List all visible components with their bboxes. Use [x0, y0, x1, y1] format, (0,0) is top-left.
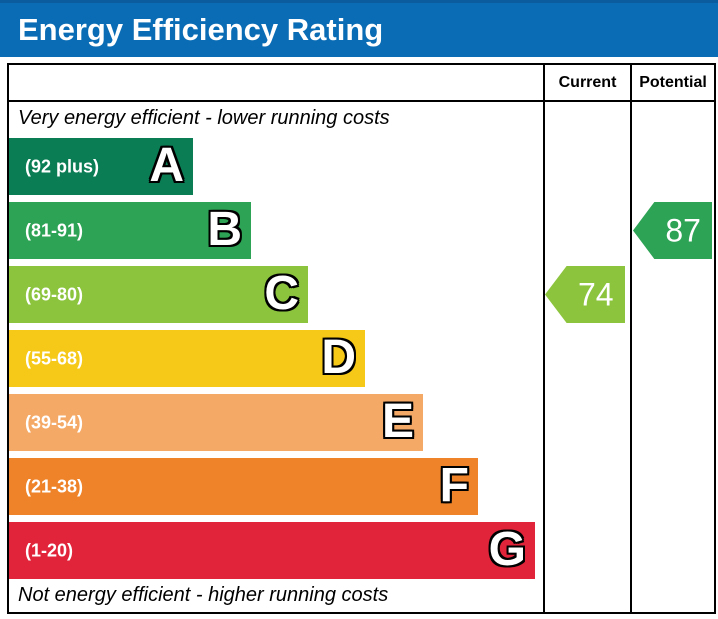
band-C-row: (69-80) C: [9, 266, 308, 323]
band-B-letter: B: [207, 202, 242, 256]
top-caption: Very energy efficient - lower running co…: [18, 107, 390, 129]
title-bar: Energy Efficiency Rating: [0, 0, 718, 57]
page-title: Energy Efficiency Rating: [18, 12, 384, 47]
column-header-potential: Potential: [639, 74, 707, 91]
current-column-divider: [543, 65, 545, 612]
potential-column-divider: [630, 65, 632, 612]
current-rating-arrow: 74: [545, 266, 625, 323]
band-E-row: (39-54) E: [9, 394, 423, 451]
header-divider: [9, 100, 714, 102]
band-A-range-label: (92 plus): [25, 156, 100, 176]
band-G-letter: G: [488, 522, 526, 576]
band-G-range-label: (1-20): [25, 540, 74, 560]
band-A-letter: A: [149, 138, 184, 192]
column-header-current: Current: [558, 74, 617, 91]
bottom-caption: Not energy efficient - higher running co…: [18, 584, 389, 606]
band-C-range-label: (69-80): [25, 284, 84, 304]
band-A-row: (92 plus) A: [9, 138, 193, 195]
band-E-letter: E: [381, 394, 414, 448]
band-E-range-label: (39-54): [25, 412, 84, 432]
potential-rating-arrow: 87: [633, 202, 712, 259]
band-B-row: (81-91) B: [9, 202, 251, 259]
band-F-letter: F: [439, 458, 469, 512]
band-F-range-label: (21-38): [25, 476, 84, 496]
rating-table: Current Potential Very energy efficient …: [7, 63, 716, 614]
potential-rating-value: 87: [665, 212, 701, 248]
band-G-row: (1-20) G: [9, 522, 535, 579]
band-F-row: (21-38) F: [9, 458, 478, 515]
band-B-range-label: (81-91): [25, 220, 84, 240]
band-C-letter: C: [264, 266, 299, 320]
current-rating-value: 74: [578, 276, 614, 312]
band-D-range-label: (55-68): [25, 348, 84, 368]
band-D-row: (55-68) D: [9, 330, 365, 387]
band-D-letter: D: [321, 330, 356, 384]
